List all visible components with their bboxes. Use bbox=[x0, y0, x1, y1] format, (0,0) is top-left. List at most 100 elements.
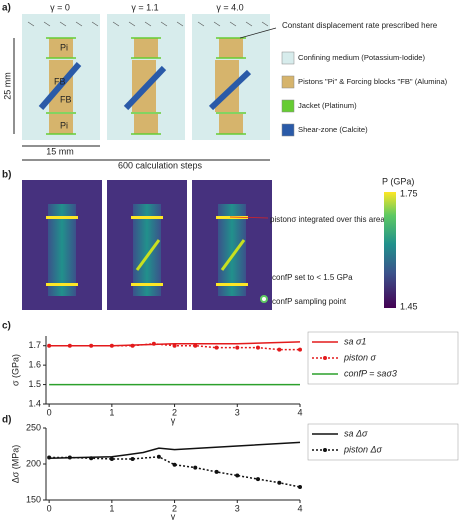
pressure-high bbox=[131, 283, 163, 286]
series-marker bbox=[89, 343, 94, 348]
width-label: 15 mm bbox=[46, 146, 74, 156]
legend-swatch bbox=[281, 123, 295, 137]
annotation: confP set to < 1.5 GPa bbox=[272, 273, 353, 282]
sampling-point bbox=[260, 295, 268, 303]
panel-label: a) bbox=[2, 3, 11, 14]
legend-label: sa Δσ bbox=[344, 428, 368, 438]
block-label: Pi bbox=[60, 120, 68, 130]
piston bbox=[134, 114, 158, 134]
leader bbox=[239, 27, 277, 39]
flow-arrow bbox=[213, 21, 221, 27]
series-marker bbox=[47, 455, 52, 460]
flow-arrow bbox=[144, 21, 152, 27]
panel-label: d) bbox=[2, 415, 11, 426]
series-marker bbox=[151, 341, 156, 346]
shear-zone bbox=[38, 62, 82, 110]
flow-arrow bbox=[197, 21, 205, 27]
series-marker bbox=[109, 343, 114, 348]
flow-arrow bbox=[112, 21, 120, 27]
series-marker bbox=[156, 454, 161, 459]
x-tick-label: 0 bbox=[47, 503, 52, 513]
legend-box bbox=[307, 423, 459, 461]
series-marker bbox=[47, 343, 52, 348]
pressure-high bbox=[46, 283, 78, 286]
flow-arrow bbox=[59, 21, 67, 27]
series-marker bbox=[67, 343, 72, 348]
x-tick-label: 2 bbox=[172, 503, 177, 513]
pressure-column bbox=[133, 204, 161, 296]
pressure-high bbox=[131, 216, 163, 219]
x-tick-label: 1 bbox=[109, 503, 114, 513]
flow-arrow bbox=[27, 21, 35, 27]
colorbar-tick: 1.75 bbox=[400, 188, 418, 198]
flow-arrow bbox=[128, 21, 136, 27]
x-tick-label: 1 bbox=[109, 407, 114, 417]
x-axis-label: γ bbox=[171, 415, 176, 425]
colorbar bbox=[384, 192, 396, 308]
series-marker bbox=[109, 456, 114, 461]
piston bbox=[219, 38, 243, 58]
legend-swatch bbox=[281, 51, 295, 65]
y-axis-label: σ (GPa) bbox=[10, 354, 20, 386]
series-line bbox=[49, 441, 301, 459]
column-title: γ = 0 bbox=[50, 2, 70, 12]
annotation: confP sampling point bbox=[272, 297, 347, 306]
flow-arrow bbox=[261, 21, 269, 27]
leader bbox=[229, 216, 269, 219]
legend-marker bbox=[323, 448, 327, 452]
x-tick-label: 0 bbox=[47, 407, 52, 417]
pressure-high bbox=[216, 283, 248, 286]
y-tick-label: 1.5 bbox=[28, 379, 41, 389]
series-marker bbox=[298, 485, 302, 490]
x-tick-label: 3 bbox=[235, 407, 240, 417]
pressure-column bbox=[48, 204, 76, 296]
block-label: FB bbox=[60, 94, 72, 104]
legend-label: piston Δσ bbox=[343, 444, 383, 454]
y-tick-label: 200 bbox=[26, 458, 41, 468]
series-marker bbox=[214, 469, 219, 474]
shear-pressure bbox=[135, 239, 161, 271]
x-axis-label: γ bbox=[171, 511, 176, 520]
series-marker bbox=[277, 347, 282, 352]
legend-marker bbox=[323, 356, 327, 360]
legend-box bbox=[307, 331, 459, 385]
series-marker bbox=[277, 480, 282, 485]
flow-arrow bbox=[229, 21, 237, 27]
steps-label: 600 calculation steps bbox=[118, 160, 203, 170]
legend-label: sa σ1 bbox=[344, 336, 366, 346]
x-tick-label: 4 bbox=[297, 503, 302, 513]
series-marker bbox=[89, 456, 94, 461]
series-marker bbox=[235, 345, 240, 350]
block-label: Pi bbox=[60, 42, 68, 52]
piston bbox=[49, 38, 73, 58]
annotation: pistonσ integrated over this area bbox=[270, 215, 385, 224]
series-marker bbox=[193, 343, 198, 348]
pressure-column bbox=[218, 204, 246, 296]
series-marker bbox=[255, 477, 260, 482]
shear-pressure bbox=[220, 239, 246, 271]
x-tick-label: 4 bbox=[297, 407, 302, 417]
panel-label: b) bbox=[2, 170, 11, 181]
series-marker bbox=[172, 462, 177, 467]
y-tick-label: 1.7 bbox=[28, 340, 41, 350]
y-tick-label: 1.4 bbox=[28, 398, 41, 408]
series-marker bbox=[130, 456, 135, 461]
y-tick-label: 150 bbox=[26, 494, 41, 504]
column-title: γ = 1.1 bbox=[131, 2, 158, 12]
y-tick-label: 1.6 bbox=[28, 360, 41, 370]
pressure-high bbox=[216, 216, 248, 219]
flow-arrow bbox=[75, 21, 83, 27]
piston bbox=[49, 114, 73, 134]
pressure-high bbox=[46, 216, 78, 219]
colorbar-tick: 1.45 bbox=[400, 301, 418, 311]
flow-arrow bbox=[91, 21, 99, 27]
series-marker bbox=[130, 343, 135, 348]
flow-arrow bbox=[176, 21, 184, 27]
shear-zone bbox=[123, 65, 167, 111]
series-marker bbox=[67, 455, 72, 460]
flow-arrow bbox=[245, 21, 253, 27]
legend-label: Confining medium (Potassium-Iodide) bbox=[298, 53, 426, 62]
legend-label: piston σ bbox=[343, 352, 377, 362]
series-marker bbox=[298, 347, 302, 352]
